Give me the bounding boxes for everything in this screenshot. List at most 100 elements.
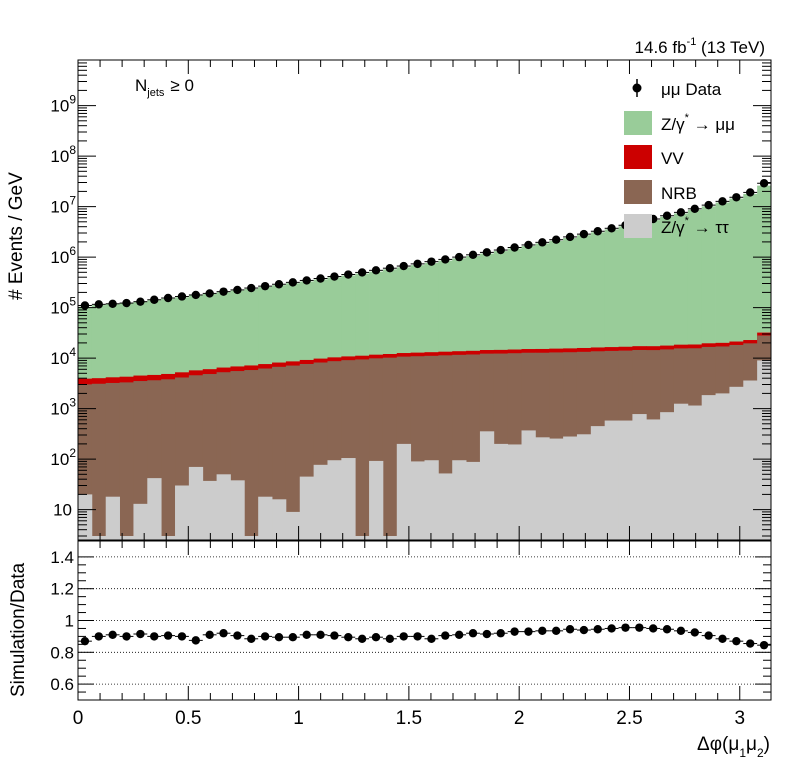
- legend-entry-ztautau: Z/γ* → ττ: [624, 214, 729, 238]
- ratio-y-tick-label: 0.8: [50, 643, 74, 662]
- ratio-point-35: [565, 625, 575, 634]
- legend-label-vv: VV: [661, 149, 684, 168]
- data-point-31: [510, 243, 519, 252]
- ratio-point-36: [579, 625, 589, 635]
- nrb-bar-bin-1: [91, 383, 107, 540]
- ratio-point-21: [371, 632, 381, 642]
- ratio-point-23: [399, 632, 408, 641]
- data-point-28: [468, 250, 478, 260]
- ztautau-bar-bin-27: [452, 460, 467, 540]
- ratio-point-15: [288, 632, 298, 642]
- ztautau-bar-bin-23: [396, 443, 412, 540]
- ztautau-bar-bin-41: [646, 419, 661, 540]
- data-point-35: [565, 232, 575, 242]
- ztautau-bar-bin-45: [701, 395, 716, 540]
- ratio-point-26: [441, 631, 450, 640]
- ztautau-bar-bin-5: [147, 478, 162, 540]
- ztautau-bar-bin-46: [715, 393, 730, 540]
- data-point-38: [607, 224, 616, 233]
- ratio-point-13: [260, 632, 270, 641]
- ztautau-bar-bin-20: [355, 536, 370, 540]
- data-point-15: [288, 278, 298, 287]
- data-point-46: [718, 197, 727, 206]
- ztautau-bar-bin-28: [466, 461, 481, 540]
- legend-entry-data: μμ Data: [632, 79, 722, 99]
- data-point-27: [454, 252, 464, 262]
- top-y-tick-label: 109: [50, 93, 76, 116]
- ratio-point-45: [704, 631, 713, 640]
- ratio-point-40: [635, 623, 644, 632]
- top-y-tick-label: 107: [50, 194, 76, 217]
- legend-swatch-ztautau: [624, 214, 652, 238]
- data-point-30: [496, 245, 505, 255]
- ratio-point-14: [274, 632, 284, 642]
- ztautau-bar-bin-33: [535, 437, 550, 540]
- ztautau-bar-bin-35: [563, 436, 578, 540]
- ztautau-bar-bin-24: [410, 461, 425, 540]
- ratio-plot-frame: [77, 540, 772, 701]
- ratio-y-tick-labels: 0.6 0.8 1 1.2 1.4: [50, 548, 74, 694]
- ztautau-bar-bin-1: [91, 536, 107, 540]
- ztautau-bar-bin-6: [161, 536, 176, 540]
- ratio-point-1: [94, 632, 103, 641]
- ztautau-bar-bin-40: [632, 414, 647, 540]
- data-point-36: [579, 229, 589, 239]
- ratio-point-20: [357, 634, 367, 643]
- ratio-point-16: [302, 630, 311, 640]
- data-point-25: [427, 257, 436, 266]
- ratio-points: [78, 623, 771, 650]
- ratio-gridlines: [78, 556, 771, 685]
- ratio-point-49: [759, 640, 769, 650]
- nrb-bar-bin-14: [272, 366, 287, 540]
- ztautau-bar-bin-10: [216, 474, 231, 540]
- legend-data-marker: [632, 83, 642, 93]
- ratio-panel: 0.6 0.8 1 1.2 1.4 0 0.5 1 1.5 2 2.5 3 Simulation/D…: [8, 540, 772, 760]
- ratio-y-tick-label: 1.2: [50, 580, 74, 599]
- ratio-point-38: [607, 624, 616, 633]
- ratio-y-tick-label: 1.4: [50, 548, 74, 567]
- ztautau-bar-bin-12: [244, 536, 259, 540]
- legend-label-nrb: NRB: [661, 184, 697, 203]
- ratio-y-tick-label: 0.6: [50, 675, 74, 694]
- ratio-point-6: [163, 631, 173, 640]
- nrb-bar-bin-6: [161, 379, 176, 540]
- data-point-45: [704, 200, 713, 210]
- legend-swatch-zmumu: [624, 111, 652, 135]
- top-y-tick-label: 108: [50, 143, 76, 166]
- ratio-point-37: [593, 625, 602, 634]
- data-point-32: [524, 240, 533, 250]
- ratio-point-8: [191, 636, 201, 645]
- data-point-26: [441, 255, 450, 264]
- ztautau-bar-bin-21: [369, 460, 384, 540]
- data-point-22: [385, 263, 395, 273]
- data-point-34: [551, 235, 561, 244]
- legend-swatch-vv: [624, 145, 652, 169]
- x-tick-label: 1: [293, 708, 304, 729]
- x-axis-title: Δφ(μ1μ2): [697, 734, 770, 760]
- data-point-6: [163, 293, 173, 303]
- ratio-point-12: [247, 634, 256, 643]
- ratio-point-11: [233, 631, 242, 640]
- x-tick-label: 1.5: [396, 708, 422, 729]
- legend-entry-vv: VV: [624, 145, 684, 169]
- ztautau-bar-bin-18: [327, 460, 342, 540]
- data-point-37: [593, 227, 602, 236]
- data-point-13: [260, 281, 270, 291]
- ratio-point-39: [621, 623, 630, 632]
- ratio-point-22: [385, 634, 395, 643]
- ratio-point-44: [690, 628, 699, 637]
- ztautau-bar-bin-22: [382, 536, 398, 540]
- ztautau-bar-bin-48: [743, 380, 758, 540]
- data-point-14: [274, 280, 284, 289]
- ztautau-bar-bin-14: [272, 499, 287, 540]
- ratio-point-32: [524, 627, 533, 636]
- data-point-49: [759, 179, 769, 188]
- data-point-4: [136, 297, 145, 306]
- main-y-axis-title: # Events / GeV: [6, 172, 27, 300]
- data-point-10: [219, 287, 228, 296]
- ratio-point-31: [510, 627, 519, 636]
- ratio-point-41: [648, 624, 658, 633]
- x-tick-label: 0.5: [175, 708, 201, 729]
- data-point-24: [413, 259, 422, 269]
